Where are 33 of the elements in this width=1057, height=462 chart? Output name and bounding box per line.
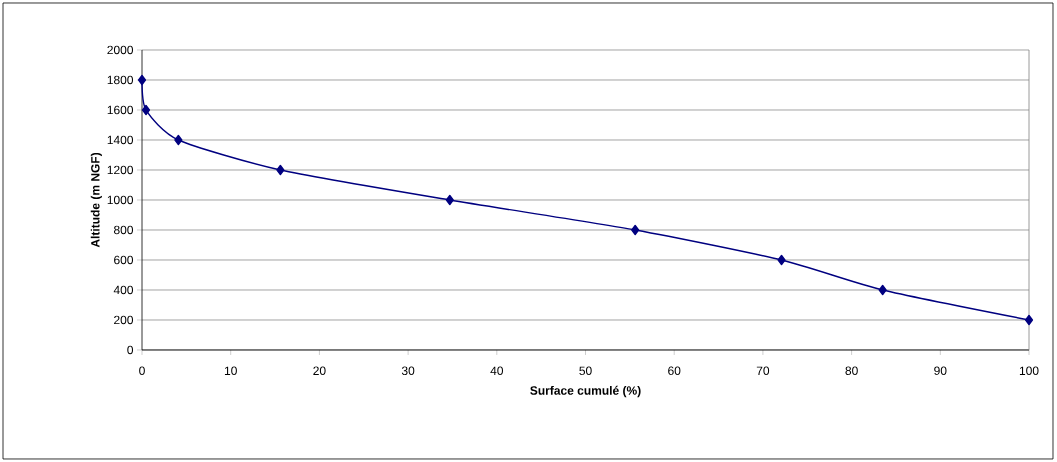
x-tick-label: 40 [490, 366, 504, 376]
y-tick-label: 0 [127, 345, 134, 355]
x-tick-label: 0 [139, 366, 145, 376]
x-tick-label: 30 [401, 366, 415, 376]
y-tick-label: 1800 [107, 75, 134, 85]
point [631, 224, 640, 236]
y-tick-label: 2000 [107, 45, 134, 55]
point [141, 104, 151, 116]
x-tick-label: 60 [668, 366, 681, 376]
point [276, 164, 285, 176]
point [878, 284, 887, 296]
y-tick-label: 1000 [107, 195, 134, 205]
point [137, 74, 147, 86]
y-tick-label: 1600 [107, 105, 134, 115]
x-tick-label: 50 [579, 366, 592, 376]
y-tick-label: 400 [113, 285, 134, 295]
x-tick-label: 20 [313, 366, 326, 376]
point [445, 194, 454, 206]
y-tick-label: 1400 [107, 135, 134, 145]
point [1024, 314, 1034, 326]
point [777, 254, 786, 266]
x-tick-label: 10 [224, 366, 237, 376]
x-axis-title: Surface cumulé (%) [530, 385, 641, 398]
x-tick-label: 70 [756, 366, 770, 376]
point [174, 134, 183, 146]
x-tick-label: 80 [845, 366, 858, 376]
x-tick-label: 90 [934, 366, 947, 376]
y-tick-label: 1200 [107, 165, 134, 175]
x-tick-label: 100 [1019, 366, 1039, 376]
y-tick-label: 200 [114, 315, 134, 325]
y-axis-title: Altitude (m NGF) [90, 152, 102, 248]
y-tick-label: 600 [114, 255, 134, 265]
y-tick-label: 800 [113, 225, 134, 235]
